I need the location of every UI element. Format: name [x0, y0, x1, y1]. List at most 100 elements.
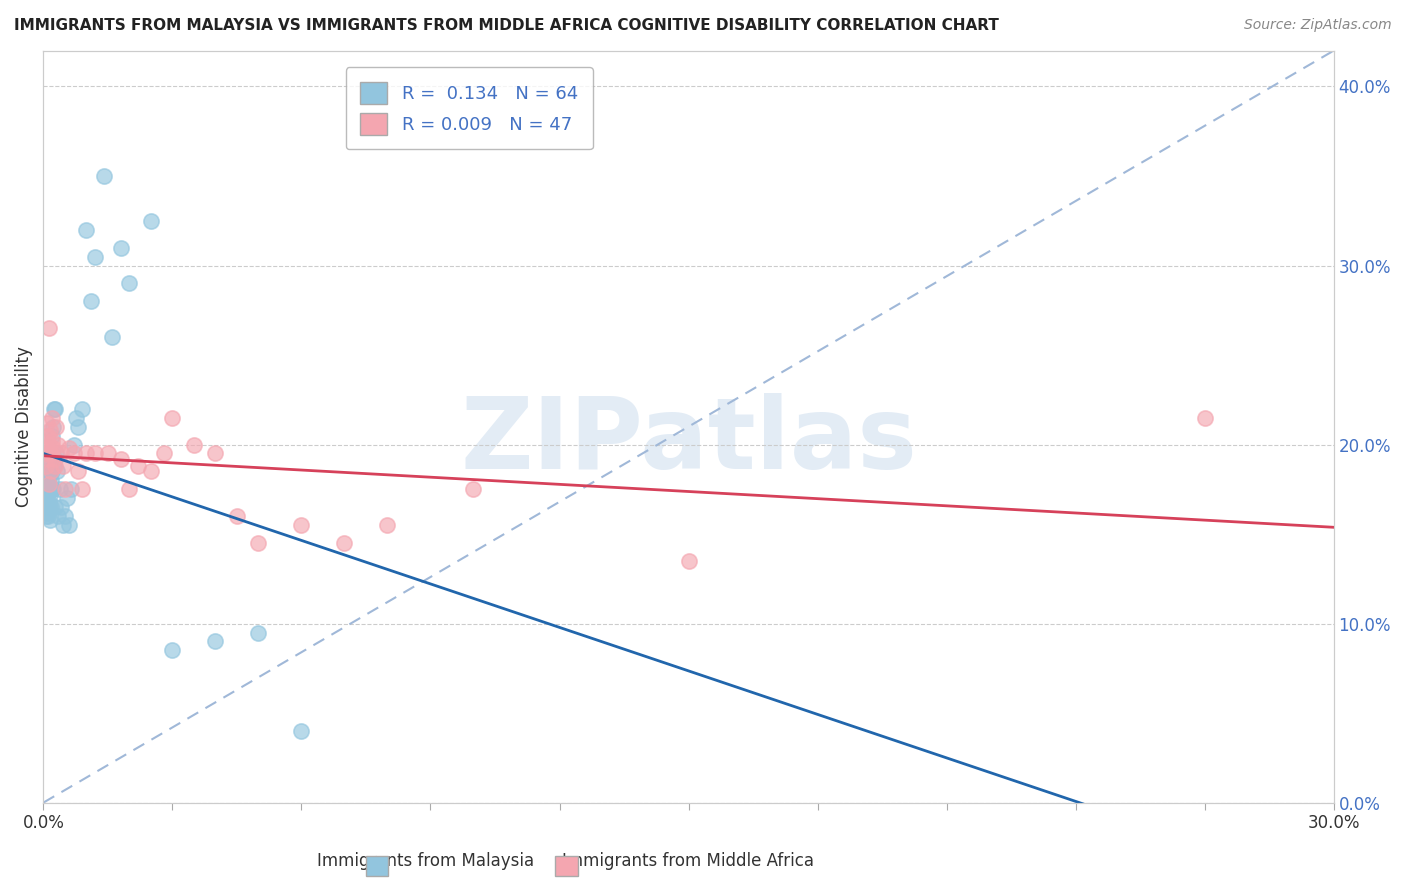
- Point: [204, 446, 226, 460]
- Point: [49, 446, 72, 460]
- Point: [37, 446, 59, 460]
- Point: [44, 500, 66, 515]
- Point: [38, 483, 60, 497]
- Point: [37, 488, 59, 502]
- Point: [247, 536, 270, 550]
- Point: [38, 446, 60, 460]
- Point: [204, 634, 226, 648]
- Point: [35, 495, 58, 509]
- Point: [44, 451, 66, 466]
- Point: [45, 419, 67, 434]
- Point: [66, 419, 89, 434]
- Point: [34, 446, 56, 460]
- Point: [35, 458, 58, 473]
- Point: [53, 509, 76, 524]
- Point: [678, 554, 700, 568]
- Point: [44, 451, 66, 466]
- Point: [62, 446, 84, 460]
- Legend: R =  0.134   N = 64, R = 0.009   N = 47: R = 0.134 N = 64, R = 0.009 N = 47: [346, 67, 592, 149]
- Point: [39, 458, 62, 473]
- Point: [118, 277, 141, 291]
- Point: [42, 419, 65, 434]
- Text: IMMIGRANTS FROM MALAYSIA VS IMMIGRANTS FROM MIDDLE AFRICA COGNITIVE DISABILITY C: IMMIGRANTS FROM MALAYSIA VS IMMIGRANTS F…: [14, 18, 998, 33]
- Text: Immigrants from Malaysia: Immigrants from Malaysia: [318, 852, 534, 870]
- Text: ZIPatlas: ZIPatlas: [460, 393, 917, 491]
- Point: [75, 446, 97, 460]
- Point: [41, 428, 63, 442]
- Point: [44, 401, 66, 416]
- Point: [48, 437, 70, 451]
- Point: [183, 437, 205, 451]
- Point: [38, 321, 60, 335]
- Point: [62, 437, 84, 451]
- Point: [41, 483, 63, 497]
- Point: [44, 458, 66, 473]
- Point: [35, 506, 58, 520]
- Point: [226, 509, 249, 524]
- Point: [35, 428, 58, 442]
- Point: [35, 474, 58, 488]
- Point: [42, 483, 65, 497]
- Point: [127, 458, 149, 473]
- Point: [97, 446, 120, 460]
- Point: [38, 513, 60, 527]
- Point: [38, 477, 60, 491]
- Point: [247, 625, 270, 640]
- Point: [38, 483, 60, 497]
- Point: [39, 464, 62, 478]
- Point: [35, 509, 58, 524]
- Point: [37, 500, 59, 515]
- Point: [56, 491, 79, 506]
- Point: [84, 446, 107, 460]
- Point: [37, 509, 59, 524]
- Point: [39, 446, 62, 460]
- Y-axis label: Cognitive Disability: Cognitive Disability: [15, 346, 32, 507]
- Point: [93, 169, 115, 183]
- Point: [46, 464, 69, 478]
- Point: [139, 213, 162, 227]
- Point: [41, 464, 63, 478]
- Point: [162, 643, 184, 657]
- Point: [39, 488, 62, 502]
- Point: [290, 723, 312, 738]
- Point: [48, 509, 70, 524]
- Point: [35, 416, 58, 430]
- Point: [38, 446, 60, 460]
- Point: [37, 441, 59, 455]
- Point: [45, 446, 67, 460]
- Point: [39, 423, 62, 437]
- Point: [75, 223, 97, 237]
- Point: [162, 410, 184, 425]
- Point: [84, 250, 107, 264]
- Point: [70, 483, 93, 497]
- Point: [34, 483, 56, 497]
- Point: [35, 483, 58, 497]
- Point: [101, 330, 124, 344]
- Point: [110, 451, 132, 466]
- Point: [38, 437, 60, 451]
- Point: [37, 428, 59, 442]
- Point: [58, 518, 80, 533]
- Point: [139, 464, 162, 478]
- Point: [110, 241, 132, 255]
- Point: [290, 518, 312, 533]
- Point: [38, 500, 60, 515]
- Point: [37, 451, 59, 466]
- Point: [38, 495, 60, 509]
- Point: [52, 458, 75, 473]
- Point: [52, 518, 75, 533]
- Point: [35, 464, 58, 478]
- Point: [41, 434, 63, 448]
- Text: Source: ZipAtlas.com: Source: ZipAtlas.com: [1244, 18, 1392, 32]
- Point: [39, 474, 62, 488]
- Point: [38, 469, 60, 483]
- Point: [42, 441, 65, 455]
- Point: [118, 483, 141, 497]
- Point: [49, 500, 72, 515]
- Point: [333, 536, 356, 550]
- Point: [38, 455, 60, 469]
- Point: [41, 410, 63, 425]
- Point: [80, 294, 103, 309]
- Point: [39, 500, 62, 515]
- Text: Immigrants from Middle Africa: Immigrants from Middle Africa: [562, 852, 814, 870]
